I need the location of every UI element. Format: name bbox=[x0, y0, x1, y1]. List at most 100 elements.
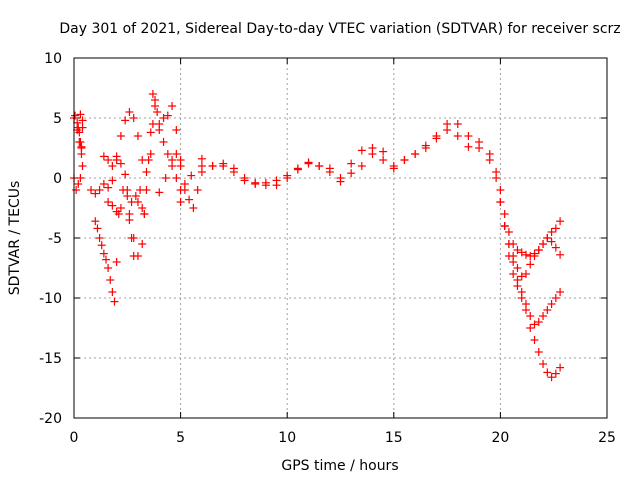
data-point bbox=[121, 170, 130, 179]
data-point bbox=[151, 102, 160, 110]
data-point bbox=[521, 250, 530, 259]
data-point bbox=[187, 171, 196, 180]
data-point bbox=[87, 186, 96, 194]
data-point bbox=[543, 306, 552, 314]
data-point bbox=[251, 180, 260, 188]
data-point bbox=[551, 224, 560, 233]
data-point bbox=[144, 156, 153, 164]
data-point bbox=[112, 156, 121, 164]
y-axis-label: SDTVAR / TECUs bbox=[7, 181, 23, 296]
data-point bbox=[138, 240, 147, 248]
data-point bbox=[76, 110, 85, 119]
data-point bbox=[99, 152, 108, 161]
data-point bbox=[78, 162, 87, 170]
data-point bbox=[389, 162, 398, 170]
data-point bbox=[432, 134, 441, 143]
data-point bbox=[125, 216, 134, 224]
data-point bbox=[91, 189, 100, 198]
data-point bbox=[155, 188, 164, 197]
data-point bbox=[146, 150, 155, 158]
data-point bbox=[521, 306, 530, 314]
data-point bbox=[197, 168, 206, 176]
data-point bbox=[400, 156, 409, 164]
y-tick-label: 0 bbox=[53, 171, 62, 187]
data-point bbox=[129, 234, 138, 242]
data-point bbox=[73, 118, 82, 127]
data-point bbox=[148, 90, 157, 98]
data-point bbox=[485, 156, 494, 164]
data-point bbox=[133, 198, 142, 206]
data-point bbox=[530, 336, 539, 344]
data-point bbox=[453, 120, 462, 128]
data-point bbox=[99, 180, 108, 188]
x-tick-label: 0 bbox=[70, 430, 79, 446]
data-point bbox=[104, 198, 113, 206]
x-tick-label: 20 bbox=[491, 430, 509, 446]
data-point bbox=[133, 132, 142, 140]
data-point bbox=[189, 204, 198, 212]
y-tick-label: -15 bbox=[39, 351, 62, 367]
data-point bbox=[464, 142, 473, 151]
data-point bbox=[539, 360, 548, 368]
x-tick-label: 25 bbox=[598, 430, 616, 446]
data-point bbox=[108, 288, 117, 296]
data-point bbox=[513, 246, 522, 254]
data-point bbox=[526, 324, 535, 332]
y-axis-ticks: -20 -15 -10 -5 0 5 10 bbox=[39, 51, 607, 427]
data-point bbox=[112, 258, 121, 266]
data-point bbox=[357, 146, 366, 155]
x-axis-label: GPS time / hours bbox=[281, 458, 398, 474]
data-point bbox=[106, 276, 115, 284]
data-point bbox=[229, 164, 238, 173]
plot-frame bbox=[73, 57, 608, 419]
data-point bbox=[110, 297, 119, 306]
data-point bbox=[556, 363, 565, 372]
x-tick-label: 10 bbox=[278, 430, 296, 446]
data-point bbox=[539, 312, 548, 320]
data-point bbox=[500, 222, 509, 230]
data-point bbox=[97, 241, 106, 250]
data-point bbox=[304, 159, 313, 168]
data-point bbox=[513, 282, 522, 290]
data-point bbox=[133, 252, 142, 260]
data-point bbox=[75, 128, 84, 137]
data-point bbox=[197, 154, 206, 163]
data-point bbox=[76, 138, 85, 146]
data-point bbox=[534, 246, 543, 254]
data-point bbox=[95, 186, 104, 194]
data-point bbox=[142, 168, 151, 176]
data-point bbox=[131, 192, 140, 200]
x-tick-label: 5 bbox=[176, 430, 185, 446]
data-point bbox=[121, 116, 130, 125]
data-point bbox=[517, 294, 526, 302]
data-point bbox=[509, 258, 518, 266]
x-tick-label: 15 bbox=[385, 430, 403, 446]
data-point bbox=[443, 120, 452, 128]
data-point bbox=[517, 272, 526, 281]
data-point bbox=[556, 250, 565, 259]
y-tick-label: 5 bbox=[53, 111, 62, 127]
data-point bbox=[421, 141, 430, 150]
data-point bbox=[513, 264, 522, 272]
data-point bbox=[176, 186, 185, 194]
data-point bbox=[78, 116, 87, 125]
data-point bbox=[530, 252, 539, 260]
data-point bbox=[176, 198, 185, 206]
data-point bbox=[379, 156, 388, 164]
data-point bbox=[104, 183, 113, 192]
data-point bbox=[125, 108, 134, 116]
data-point bbox=[176, 162, 185, 170]
data-point bbox=[496, 198, 505, 206]
data-point bbox=[509, 270, 518, 278]
data-point bbox=[283, 174, 292, 182]
data-point bbox=[526, 312, 535, 320]
data-point bbox=[91, 217, 100, 226]
data-point bbox=[534, 318, 543, 326]
data-point bbox=[492, 174, 501, 182]
y-tick-label: -5 bbox=[48, 231, 62, 247]
data-point bbox=[129, 114, 138, 122]
data-point bbox=[534, 348, 543, 356]
data-point bbox=[293, 165, 302, 174]
data-point bbox=[272, 181, 281, 190]
